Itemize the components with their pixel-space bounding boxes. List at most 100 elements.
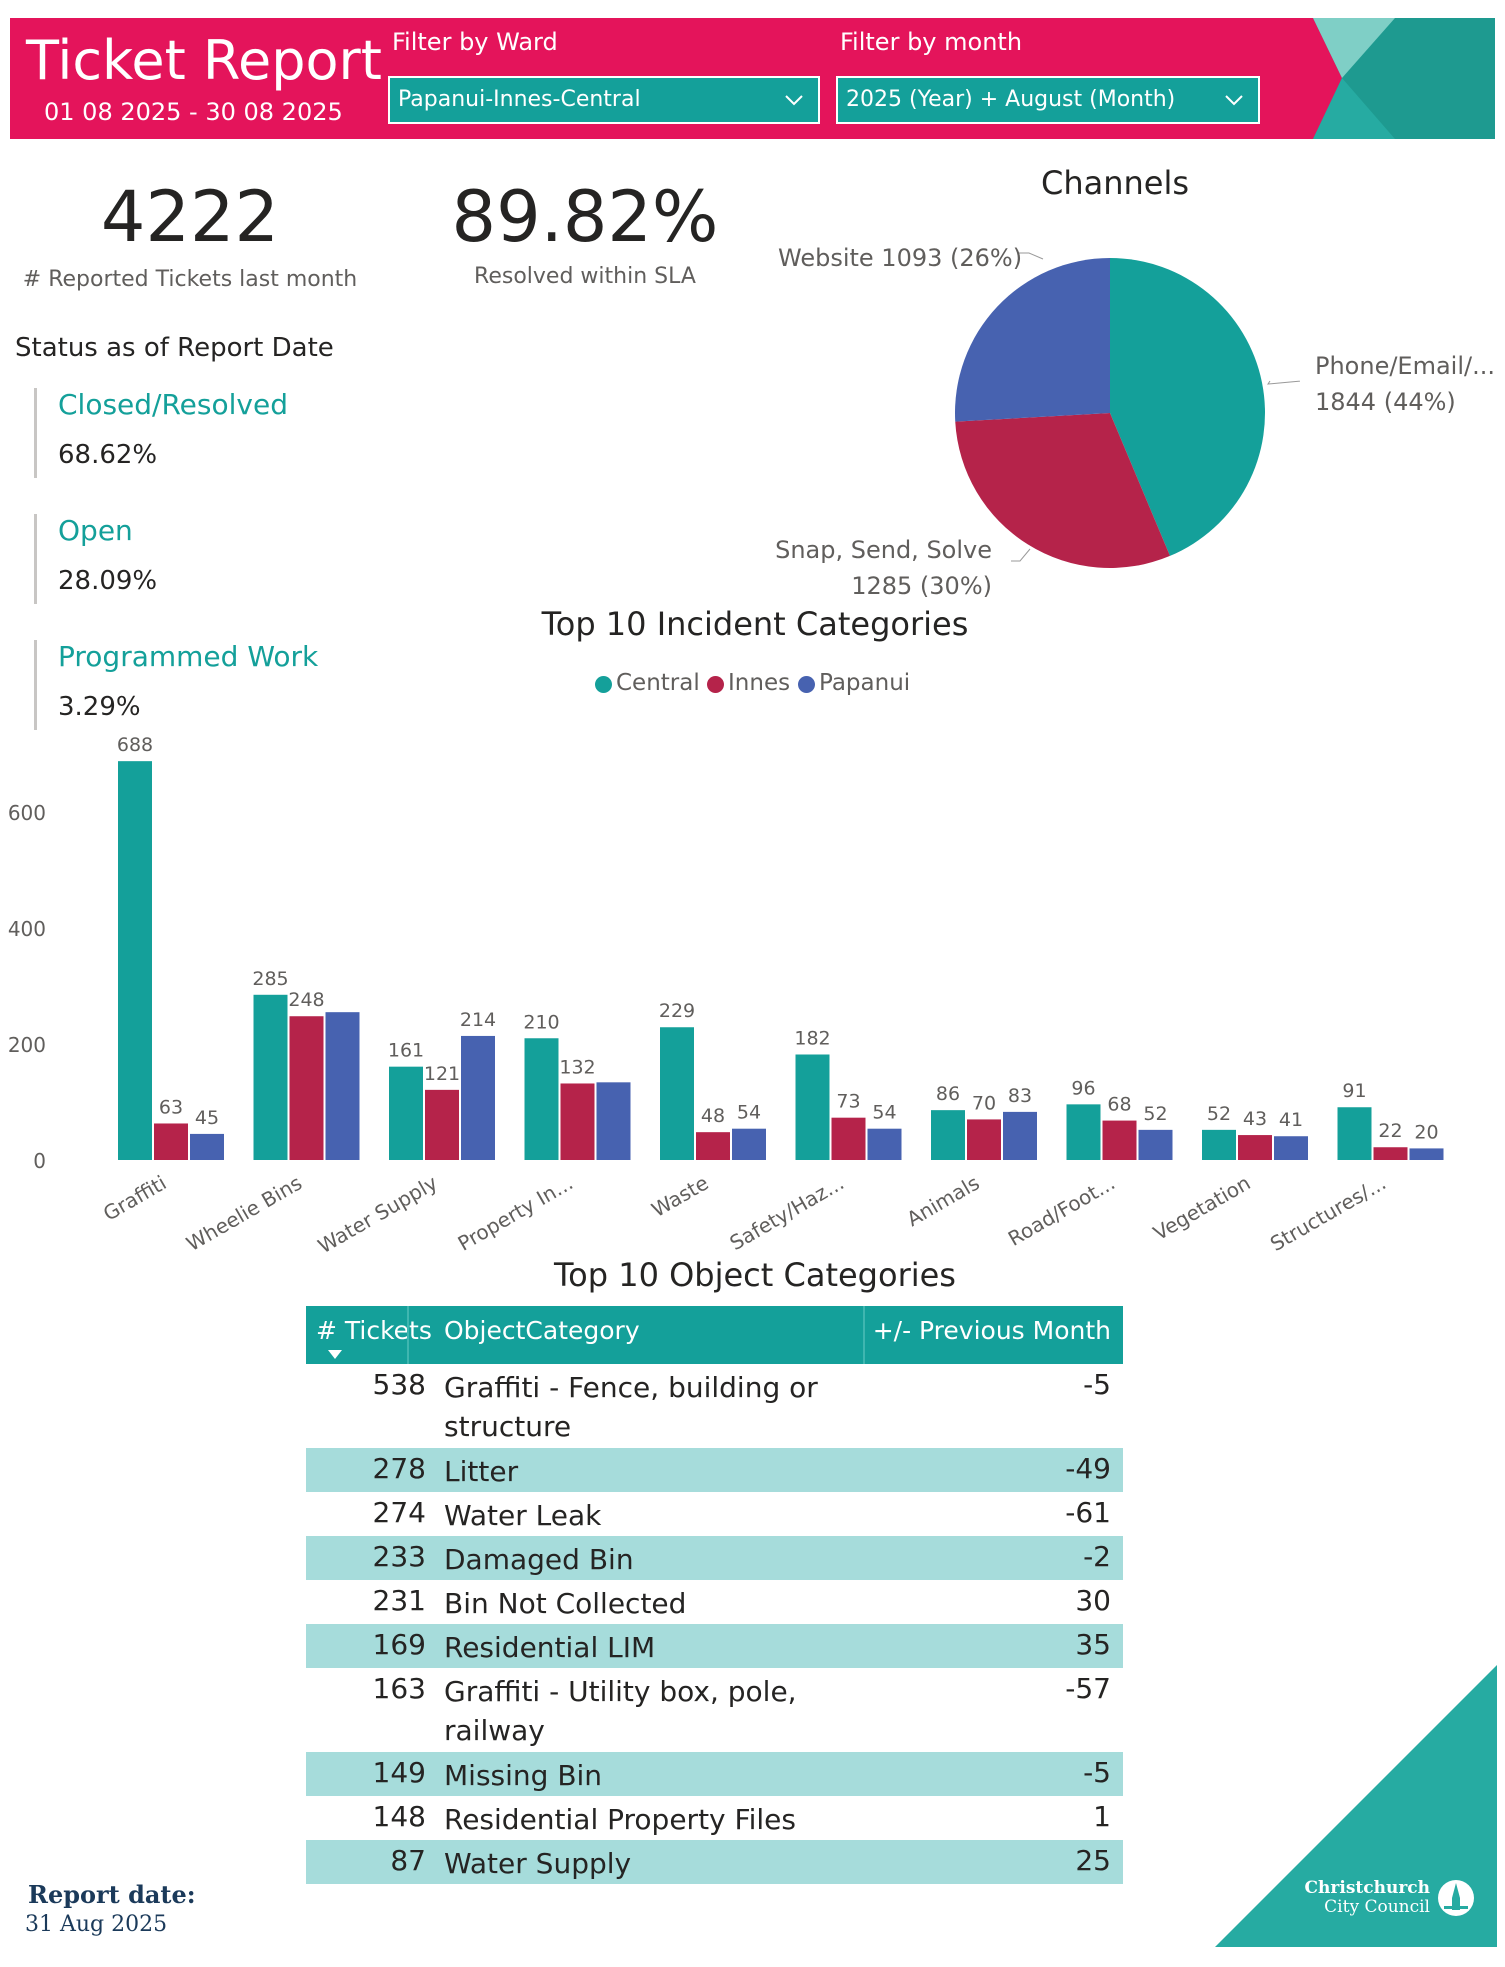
table-row[interactable]: 169 Residential LIM 35 xyxy=(306,1624,1123,1668)
cell-tickets: 231 xyxy=(372,1584,426,1617)
data-label: 229 xyxy=(659,1000,695,1022)
y-tick-label: 400 xyxy=(8,917,46,941)
bar-innes[interactable] xyxy=(154,1123,188,1160)
data-label: 91 xyxy=(1342,1080,1366,1102)
bar-innes[interactable] xyxy=(831,1117,866,1160)
bar-central[interactable] xyxy=(931,1110,965,1160)
bar-innes[interactable] xyxy=(967,1119,1001,1160)
reported-tickets-label: # Reported Tickets last month xyxy=(22,267,358,292)
bar-papanui[interactable] xyxy=(732,1128,766,1160)
bar-papanui[interactable] xyxy=(461,1035,495,1160)
header-tickets-label: # Tickets xyxy=(316,1316,432,1345)
table-row[interactable]: 87 Water Supply 25 xyxy=(306,1840,1123,1884)
bar-papanui[interactable] xyxy=(1409,1148,1444,1160)
cell-tickets: 149 xyxy=(372,1756,426,1789)
cathedral-icon xyxy=(1438,1880,1474,1916)
cell-tickets: 169 xyxy=(372,1628,426,1661)
cell-tickets: 87 xyxy=(390,1844,426,1877)
report-date-value: 31 Aug 2025 xyxy=(25,1912,168,1937)
bar-innes[interactable] xyxy=(560,1083,595,1160)
data-label: 54 xyxy=(872,1102,896,1124)
bar-central[interactable] xyxy=(1202,1129,1236,1160)
table-row[interactable]: 233 Damaged Bin -2 xyxy=(306,1536,1123,1580)
cell-tickets: 148 xyxy=(372,1800,426,1833)
data-label: 45 xyxy=(195,1107,219,1129)
bar-central[interactable] xyxy=(1337,1107,1372,1160)
pie-slice-snap-send-solve[interactable] xyxy=(955,413,1170,568)
legend-label-papanui: Papanui xyxy=(819,670,911,696)
pie-label-phone-value: 1844 (44%) xyxy=(1315,388,1456,416)
report-date-label: Report date: xyxy=(28,1880,196,1909)
table-row[interactable]: 149 Missing Bin -5 xyxy=(306,1752,1123,1796)
table-row[interactable]: 278 Litter -49 xyxy=(306,1448,1123,1492)
header-previous-month[interactable]: +/- Previous Month xyxy=(872,1316,1111,1345)
month-filter-dropdown[interactable]: 2025 (Year) + August (Month) xyxy=(836,76,1260,124)
leader-line xyxy=(1011,548,1031,562)
bar-innes[interactable] xyxy=(696,1132,730,1160)
bar-innes[interactable] xyxy=(1102,1120,1137,1160)
cell-category: Residential Property Files xyxy=(444,1803,796,1836)
status-name: Programmed Work xyxy=(58,640,319,673)
bar-central[interactable] xyxy=(389,1066,423,1160)
status-name: Open xyxy=(58,514,133,547)
status-card-closed: Closed/Resolved 68.62% xyxy=(34,388,434,478)
data-label: 48 xyxy=(701,1105,725,1127)
bar-papanui[interactable] xyxy=(190,1133,224,1160)
cell-category: Damaged Bin xyxy=(444,1543,634,1576)
cell-tickets: 274 xyxy=(372,1496,426,1529)
data-label: 83 xyxy=(1008,1085,1032,1107)
data-label: 20 xyxy=(1414,1121,1438,1143)
bar-papanui[interactable] xyxy=(325,1012,360,1160)
ward-filter-dropdown[interactable]: Papanui-Innes-Central xyxy=(388,76,820,124)
bar-papanui[interactable] xyxy=(1274,1136,1308,1160)
status-title: Status as of Report Date xyxy=(15,333,334,363)
bar-papanui[interactable] xyxy=(1003,1111,1037,1160)
bar-innes[interactable] xyxy=(289,1016,324,1160)
bar-innes[interactable] xyxy=(425,1089,459,1160)
x-tick-label: Vegetation xyxy=(1149,1171,1254,1246)
cell-tickets: 538 xyxy=(372,1368,426,1401)
header-object-category[interactable]: ObjectCategory xyxy=(444,1316,640,1345)
bar-central[interactable] xyxy=(1066,1104,1101,1160)
month-filter-value: 2025 (Year) + August (Month) xyxy=(846,87,1176,112)
bar-papanui[interactable] xyxy=(596,1082,631,1160)
bar-papanui[interactable] xyxy=(1138,1129,1173,1160)
header-decoration xyxy=(1255,18,1495,139)
status-card-open: Open 28.09% xyxy=(34,514,434,604)
leader-line xyxy=(1019,252,1044,260)
data-label: 121 xyxy=(424,1063,460,1085)
report-date-range: 01 08 2025 - 30 08 2025 xyxy=(44,98,343,126)
table-header: # Tickets ObjectCategory +/- Previous Mo… xyxy=(306,1306,1123,1364)
data-label: 161 xyxy=(388,1040,424,1062)
report-title: Ticket Report xyxy=(26,29,382,92)
bar-central[interactable] xyxy=(253,994,288,1160)
cell-change: -5 xyxy=(1083,1756,1111,1789)
logo-line-1: Christchurch xyxy=(1304,1878,1430,1898)
bar-papanui[interactable] xyxy=(867,1128,902,1160)
pie-slice-phone-email[interactable] xyxy=(1110,258,1265,556)
column-divider xyxy=(407,1306,409,1364)
bar-innes[interactable] xyxy=(1238,1135,1272,1160)
bar-central[interactable] xyxy=(795,1054,830,1160)
cell-change: 30 xyxy=(1075,1584,1111,1617)
table-row[interactable]: 163 Graffiti - Utility box, pole, railway… xyxy=(306,1668,1123,1752)
chevron-down-icon xyxy=(785,95,803,106)
bar-innes[interactable] xyxy=(1373,1147,1408,1160)
cell-tickets: 163 xyxy=(372,1672,426,1705)
y-tick-label: 200 xyxy=(8,1033,46,1057)
leader-line xyxy=(1267,380,1300,385)
cell-category: Water Supply xyxy=(444,1847,632,1880)
table-row[interactable]: 148 Residential Property Files 1 xyxy=(306,1796,1123,1840)
table-row[interactable]: 231 Bin Not Collected 30 xyxy=(306,1580,1123,1624)
pie-slice-website[interactable] xyxy=(955,258,1110,422)
cell-category: Bin Not Collected xyxy=(444,1587,687,1620)
status-divider xyxy=(34,640,37,730)
table-row[interactable]: 538 Graffiti - Fence, building or structu… xyxy=(306,1364,1123,1448)
bar-central[interactable] xyxy=(118,761,152,1160)
status-card-programmed: Programmed Work 3.29% xyxy=(34,640,434,730)
table-row[interactable]: 274 Water Leak -61 xyxy=(306,1492,1123,1536)
bar-central[interactable] xyxy=(660,1027,694,1160)
header-tickets[interactable]: # Tickets xyxy=(316,1316,432,1359)
data-label: 52 xyxy=(1207,1103,1231,1125)
bar-central[interactable] xyxy=(524,1038,559,1160)
